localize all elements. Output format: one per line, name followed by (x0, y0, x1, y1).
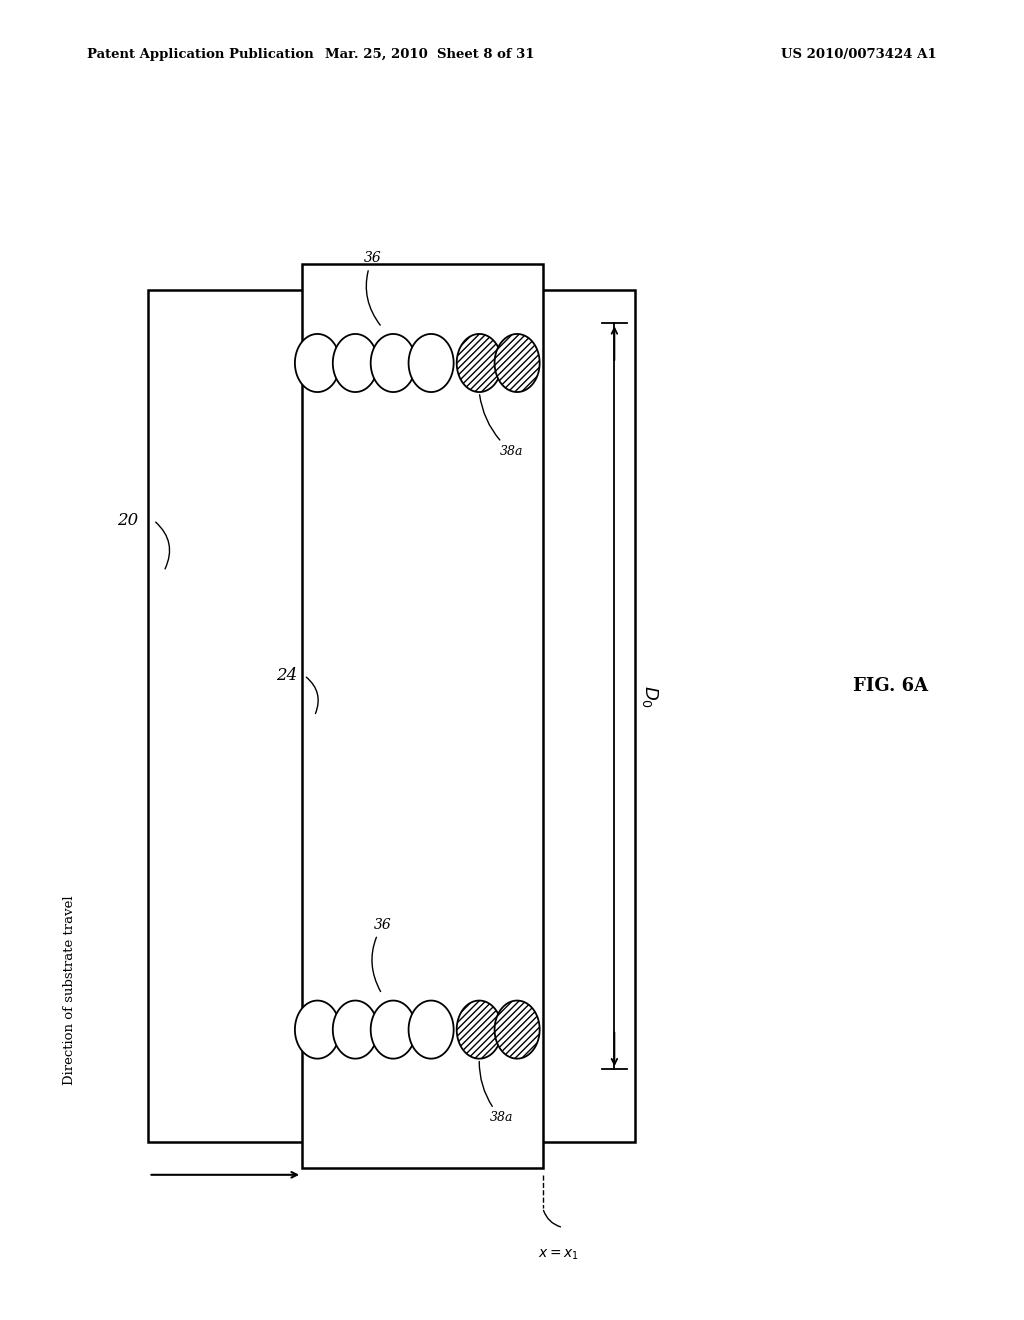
Text: Patent Application Publication: Patent Application Publication (87, 48, 313, 61)
Polygon shape (333, 334, 378, 392)
Polygon shape (409, 1001, 454, 1059)
Text: 36: 36 (364, 251, 381, 325)
Polygon shape (495, 1001, 540, 1059)
Polygon shape (295, 334, 340, 392)
Polygon shape (457, 334, 502, 392)
Polygon shape (457, 1001, 502, 1059)
Text: $x = x_1$: $x = x_1$ (538, 1247, 579, 1262)
Polygon shape (371, 1001, 416, 1059)
Polygon shape (333, 1001, 378, 1059)
Polygon shape (371, 334, 416, 392)
Polygon shape (409, 334, 454, 392)
Text: $D_0$: $D_0$ (640, 685, 660, 708)
Text: 24: 24 (275, 667, 297, 684)
Text: FIG. 6A: FIG. 6A (853, 677, 929, 696)
Text: 36: 36 (372, 917, 391, 991)
Text: 38a: 38a (479, 1061, 513, 1125)
Bar (148, 290, 635, 1142)
Text: Direction of substrate travel: Direction of substrate travel (63, 895, 76, 1085)
Polygon shape (295, 1001, 340, 1059)
Text: Mar. 25, 2010  Sheet 8 of 31: Mar. 25, 2010 Sheet 8 of 31 (326, 48, 535, 61)
Text: 38a: 38a (479, 395, 523, 458)
Polygon shape (495, 334, 540, 392)
Text: 20: 20 (117, 512, 138, 529)
Text: US 2010/0073424 A1: US 2010/0073424 A1 (781, 48, 937, 61)
Bar (302, 264, 543, 1168)
